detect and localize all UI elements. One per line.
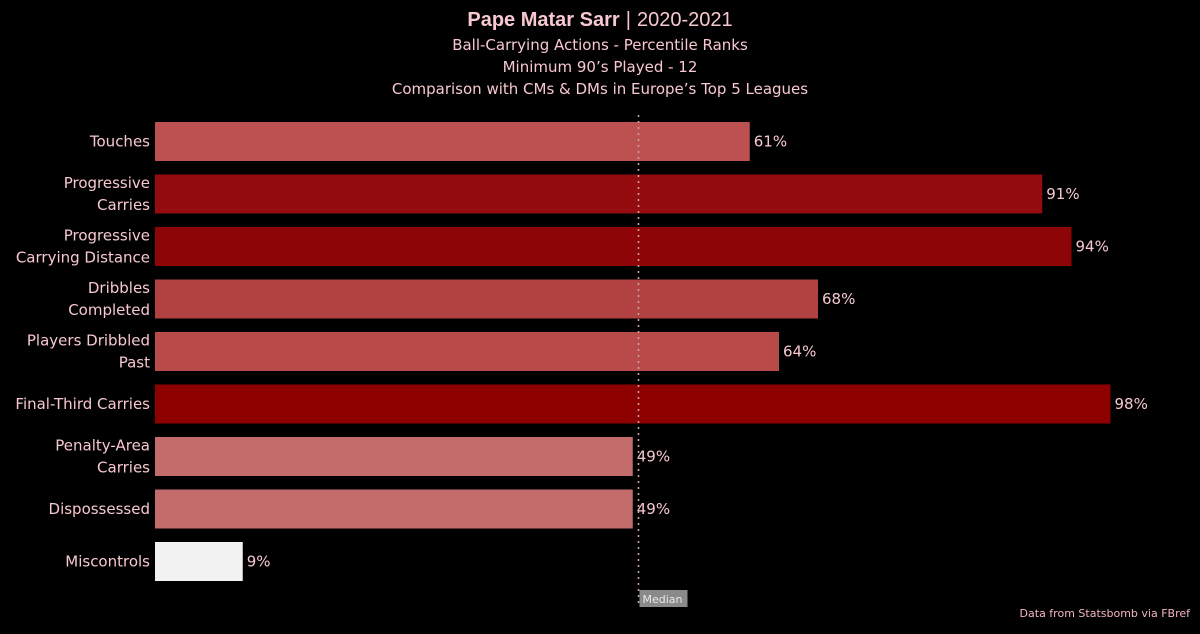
- chart-title: Pape Matar Sarr | 2020-2021: [0, 6, 1200, 34]
- category-label-6: Penalty-Area Carries: [55, 437, 150, 477]
- value-label-5: 98%: [1115, 395, 1148, 413]
- category-label-8: Miscontrols: [65, 553, 150, 571]
- season: 2020-2021: [636, 9, 733, 31]
- bar-6: [155, 437, 633, 476]
- category-label-0: Touches: [89, 133, 150, 151]
- value-label-0: 61%: [754, 133, 787, 151]
- category-label-5: Final-Third Carries: [15, 395, 150, 413]
- bar-2: [155, 227, 1072, 266]
- bar-8: [155, 542, 243, 581]
- category-label-2: Progressive Carrying Distance: [16, 227, 150, 267]
- value-label-2: 94%: [1076, 238, 1109, 256]
- data-source-note: Data from Statsbomb via FBref: [1019, 607, 1190, 620]
- bar-5: [155, 384, 1111, 424]
- value-label-8: 9%: [247, 553, 271, 571]
- value-label-6: 49%: [637, 448, 670, 466]
- comparison-note: Comparison with CMs & DMs in Europe’s To…: [391, 80, 809, 98]
- bar-7: [155, 489, 633, 529]
- value-label-4: 64%: [783, 343, 816, 361]
- median-label: Median: [643, 593, 683, 606]
- minimum-minutes-note: Minimum 90’s Played - 12: [502, 58, 698, 76]
- bar-0: [155, 122, 750, 161]
- median-label-box: [639, 590, 688, 607]
- category-label-3: Dribbles Completed: [68, 279, 150, 319]
- category-label-4: Players Dribbled Past: [27, 332, 150, 372]
- bar-1: [155, 174, 1043, 214]
- category-label-7: Dispossessed: [49, 500, 150, 518]
- chart-subtitle: Ball-Carrying Actions - Percentile Ranks: [452, 36, 748, 54]
- title-separator: |: [625, 9, 631, 31]
- bar-3: [155, 279, 818, 319]
- player-name: Pape Matar Sarr: [467, 9, 620, 31]
- chart-header: Pape Matar Sarr | 2020-2021 Ball-Carryin…: [0, 6, 1200, 100]
- value-label-3: 68%: [822, 290, 855, 308]
- category-label-1: Progressive Carries: [64, 174, 150, 214]
- bar-4: [155, 332, 779, 371]
- value-label-1: 91%: [1046, 185, 1079, 203]
- value-label-7: 49%: [637, 500, 670, 518]
